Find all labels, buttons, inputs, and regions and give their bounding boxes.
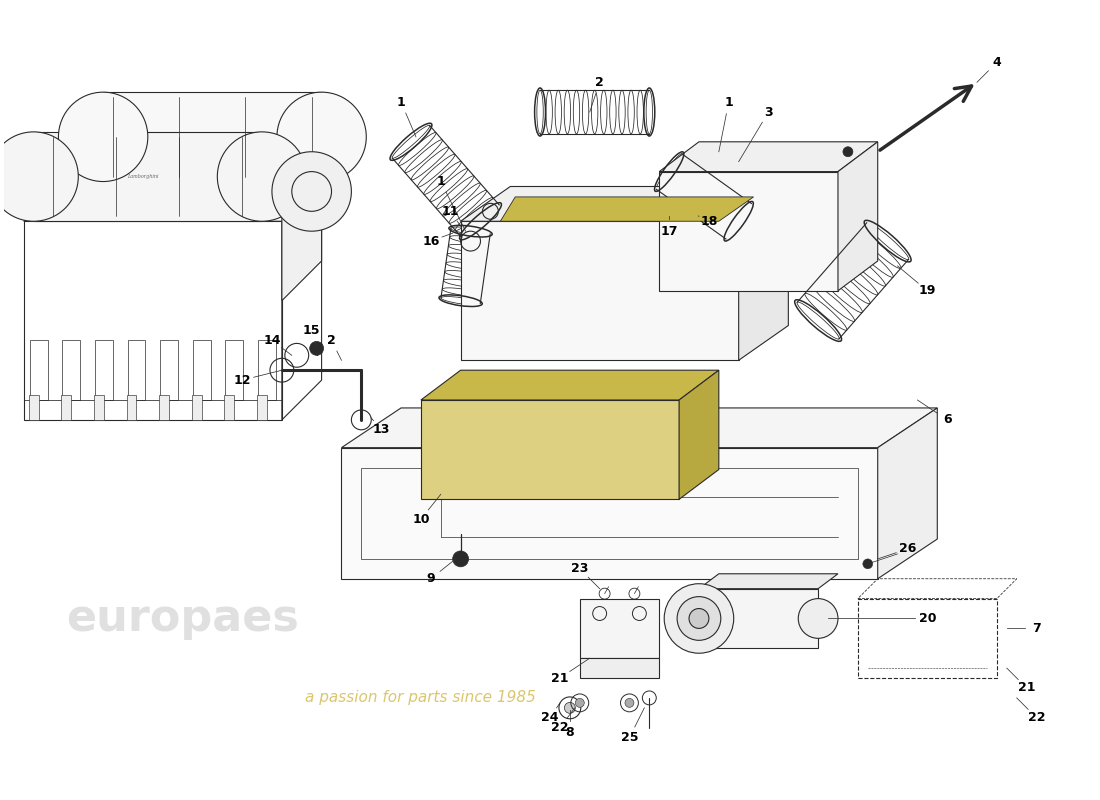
Polygon shape [257,395,267,420]
Circle shape [862,559,872,569]
Polygon shape [500,197,754,222]
Circle shape [689,609,708,629]
Polygon shape [698,589,818,648]
Polygon shape [191,395,201,420]
Circle shape [678,597,721,640]
Text: 21: 21 [1018,682,1035,694]
Text: 24: 24 [541,711,559,724]
Circle shape [575,698,584,707]
Circle shape [310,342,323,355]
Text: 13: 13 [373,423,389,436]
Polygon shape [698,574,838,589]
Polygon shape [160,395,169,420]
Text: 2: 2 [327,334,336,347]
Text: 21: 21 [551,671,569,685]
Text: a passion for parts since 1985: a passion for parts since 1985 [306,690,537,706]
Text: 1: 1 [397,95,406,109]
Text: 20: 20 [918,612,936,625]
Polygon shape [341,408,937,448]
Polygon shape [282,122,321,301]
Polygon shape [461,222,739,360]
Text: 23: 23 [571,562,588,575]
Text: 25: 25 [620,731,638,744]
Text: 22: 22 [1027,711,1045,724]
Polygon shape [580,598,659,658]
Polygon shape [62,395,72,420]
Text: 19: 19 [918,284,936,298]
Text: 15: 15 [302,324,320,337]
Text: 8: 8 [565,726,574,739]
Text: 3: 3 [764,106,773,118]
Circle shape [564,702,575,714]
Text: 1985: 1985 [519,435,720,504]
Polygon shape [224,395,234,420]
Polygon shape [838,142,878,290]
Polygon shape [421,400,679,499]
Text: 14: 14 [263,334,280,347]
Circle shape [277,92,366,182]
Polygon shape [739,186,789,360]
Polygon shape [94,395,103,420]
Text: 4: 4 [992,56,1001,69]
Polygon shape [878,408,937,578]
Text: 26: 26 [899,542,916,555]
Circle shape [625,698,634,707]
Polygon shape [341,448,878,578]
Circle shape [664,584,734,654]
Circle shape [58,92,147,182]
Text: 11: 11 [442,205,460,218]
Polygon shape [679,370,718,499]
Text: 17: 17 [660,225,678,238]
Text: 2: 2 [595,76,604,89]
Text: 16: 16 [422,234,440,248]
Polygon shape [126,395,136,420]
Text: 6: 6 [943,414,951,426]
Circle shape [453,551,469,567]
Polygon shape [580,658,659,678]
Text: 10: 10 [412,513,430,526]
Polygon shape [103,92,321,182]
Circle shape [799,598,838,638]
Circle shape [0,132,78,222]
Polygon shape [659,171,838,290]
Text: 1: 1 [725,95,733,109]
Text: europaes: europaes [66,597,299,640]
Polygon shape [421,370,718,400]
Text: 7: 7 [1032,622,1041,635]
Circle shape [218,132,307,222]
Text: 22: 22 [551,722,569,734]
Text: 12: 12 [233,374,251,386]
Circle shape [272,152,351,231]
Polygon shape [29,395,38,420]
Text: Lamborghini: Lamborghini [128,174,158,179]
Text: 18: 18 [701,214,717,228]
Circle shape [843,146,852,157]
Polygon shape [34,132,262,222]
Text: 9: 9 [427,572,436,586]
Polygon shape [659,142,878,171]
Polygon shape [461,186,789,222]
Text: 1: 1 [437,175,446,188]
